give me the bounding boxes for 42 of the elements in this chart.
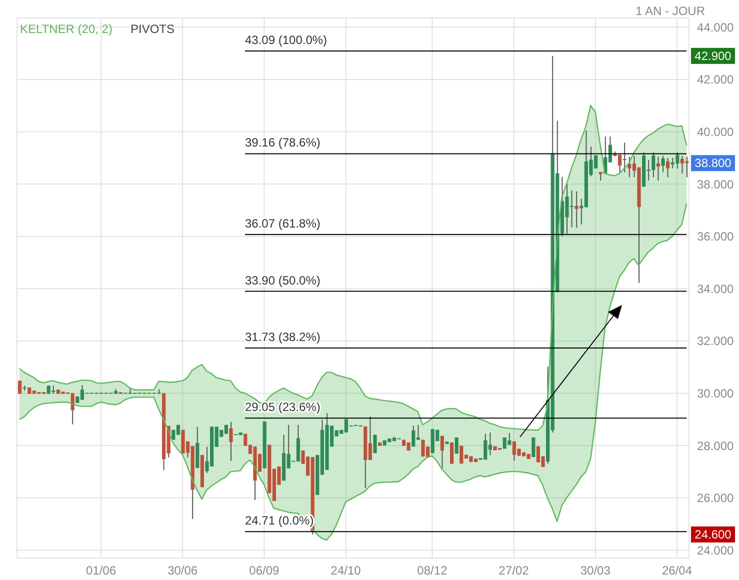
- candlestick: [229, 421, 233, 462]
- ref-line-label: 39.16 (78.6%): [245, 136, 320, 150]
- annotation: PIVOTS: [130, 22, 174, 36]
- line-series: [18, 105, 688, 431]
- x-tick-label: 30/03: [580, 564, 611, 578]
- y-tick-label: 26.000: [697, 491, 734, 506]
- y-tick-label: 40.000: [697, 125, 734, 140]
- chart-subtitle: 1 AN - JOUR: [636, 4, 705, 18]
- y-tick-label: 36.000: [697, 230, 734, 244]
- y-tick-label: 42.000: [697, 72, 734, 87]
- x-tick-label: 30/06: [168, 564, 198, 578]
- candlestick: [574, 190, 578, 228]
- candlestick: [656, 156, 660, 182]
- candlestick: [622, 142, 626, 173]
- y-tick-label: 30.000: [697, 386, 734, 401]
- annotation: 24.600: [694, 527, 732, 542]
- candlestick: [440, 435, 444, 469]
- ref-line-label: 43.09 (100.0%): [245, 32, 328, 47]
- ref-line-label: 36.07 (61.8%): [245, 216, 320, 231]
- candlestick: [661, 155, 665, 173]
- candlestick: [450, 442, 454, 464]
- x-tick-label: 06/09: [249, 564, 280, 578]
- line-series: [18, 203, 688, 541]
- ref-line-label: 31.73 (38.2%): [245, 330, 320, 344]
- x-tick-label: 01/06: [86, 564, 116, 578]
- candlestick: [666, 157, 670, 178]
- y-tick-label: 28.000: [697, 438, 734, 453]
- y-tick-label: 32.000: [697, 334, 734, 348]
- x-tick-label: 24/10: [330, 564, 362, 578]
- x-tick-label: 26/04: [662, 564, 692, 578]
- x-tick-label: 27/02: [498, 564, 530, 578]
- y-tick-label: 38.000: [697, 177, 734, 192]
- y-tick-label: 24.000: [697, 543, 734, 558]
- candlestick: [18, 380, 22, 394]
- y-tick-label: 34.000: [697, 282, 734, 296]
- annotation: 42.900: [694, 48, 732, 63]
- y-tick-label: 44.000: [697, 20, 734, 34]
- text: KELTNER (20, 2): [20, 22, 112, 36]
- x-tick-label: 08/12: [417, 564, 448, 578]
- annotation: 38.800: [694, 156, 732, 170]
- ref-line-label: 33.90 (50.0%): [245, 273, 320, 288]
- ref-line-label: 29.05 (23.6%): [245, 400, 320, 414]
